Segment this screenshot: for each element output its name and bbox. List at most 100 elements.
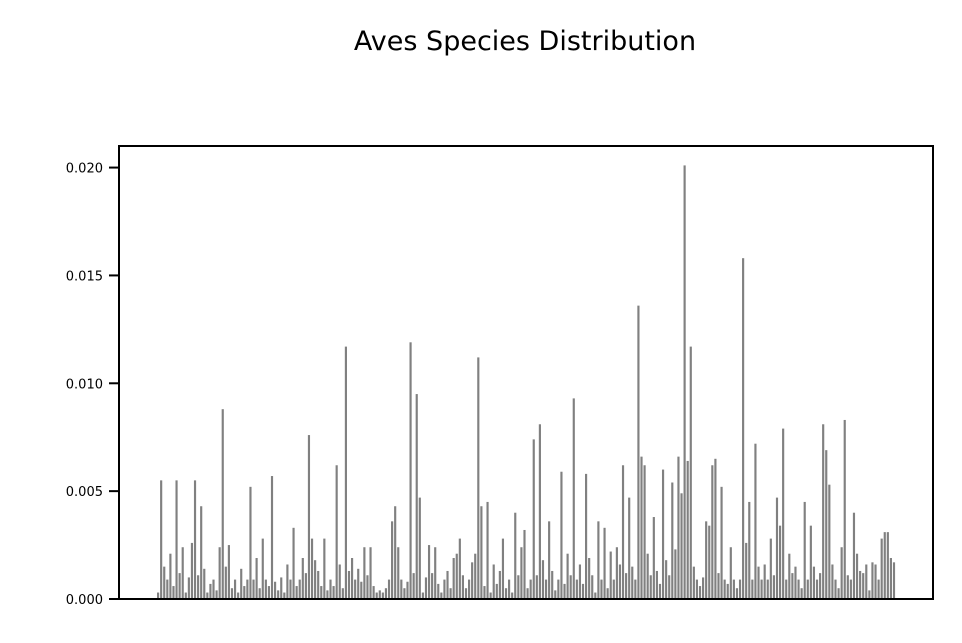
bar — [732, 579, 735, 599]
bar — [372, 586, 375, 599]
bar — [868, 590, 871, 599]
bar — [298, 579, 301, 599]
bar — [840, 547, 843, 599]
bar — [431, 573, 434, 599]
bar — [563, 583, 566, 599]
bar — [778, 525, 782, 599]
bar — [705, 521, 708, 599]
bar — [612, 579, 615, 599]
bar — [523, 529, 526, 599]
bar — [446, 570, 449, 599]
bar — [671, 482, 674, 599]
y-tick-label: 0.010 — [66, 377, 103, 392]
bar — [855, 553, 859, 599]
bar — [874, 564, 877, 599]
bar — [280, 577, 283, 599]
bar — [677, 456, 680, 599]
bar — [394, 506, 397, 599]
bar — [578, 564, 582, 599]
bar — [169, 553, 172, 599]
bar — [384, 588, 388, 599]
bar — [289, 579, 292, 599]
y-tick-label: 0.015 — [66, 269, 103, 284]
bar — [255, 558, 258, 599]
bar — [692, 566, 695, 599]
bar — [572, 398, 575, 599]
bar — [852, 512, 856, 599]
bar — [471, 562, 474, 599]
bar — [815, 579, 819, 599]
bar — [477, 357, 480, 599]
bar — [421, 592, 424, 599]
bar — [443, 579, 446, 599]
bar — [301, 558, 304, 599]
bar — [286, 564, 289, 599]
bar — [532, 439, 535, 599]
bar — [175, 480, 178, 599]
bar — [698, 586, 702, 599]
bar — [834, 579, 837, 599]
bar — [197, 575, 200, 599]
bar — [261, 538, 264, 599]
bar — [529, 579, 532, 599]
bar — [233, 579, 237, 599]
bar — [166, 579, 169, 599]
bar — [618, 564, 622, 599]
bar — [634, 579, 637, 599]
bar — [865, 564, 868, 599]
bar — [369, 547, 372, 599]
bar — [714, 458, 717, 599]
bar — [757, 566, 760, 599]
bar — [264, 579, 267, 599]
bar — [317, 570, 320, 599]
bar — [344, 346, 347, 599]
bar — [683, 165, 686, 599]
bar — [782, 428, 785, 599]
bar — [603, 527, 606, 599]
bar — [449, 588, 452, 599]
bar — [378, 590, 381, 599]
bar — [360, 581, 363, 599]
bar — [625, 573, 628, 599]
y-tick-label: 0.000 — [66, 593, 103, 608]
bar — [209, 583, 212, 599]
bar — [788, 553, 791, 599]
bar — [544, 579, 548, 599]
bar — [468, 579, 471, 599]
bar — [686, 460, 689, 599]
bar — [320, 586, 323, 599]
bar — [252, 579, 255, 599]
y-tick-label: 0.005 — [66, 485, 103, 500]
bar — [218, 547, 221, 599]
bar — [560, 471, 563, 599]
bar — [708, 525, 711, 599]
bar — [883, 532, 886, 599]
bar — [557, 579, 560, 599]
bar — [489, 592, 492, 599]
bar — [822, 424, 825, 599]
bar — [628, 497, 631, 599]
bar — [464, 588, 468, 599]
bar — [754, 443, 757, 599]
bar — [437, 583, 440, 599]
bar — [381, 592, 384, 599]
bar — [230, 588, 234, 599]
bar — [526, 588, 529, 599]
bar — [397, 547, 400, 599]
bar — [335, 465, 338, 599]
y-axis: 0.000 0.005 0.010 0.015 0.020 — [66, 162, 119, 608]
bar — [274, 581, 277, 599]
bar — [812, 566, 816, 599]
bar — [702, 577, 705, 599]
bar — [748, 501, 751, 599]
bar — [249, 486, 252, 599]
bar — [357, 568, 360, 599]
bar — [871, 562, 874, 599]
bar — [760, 579, 763, 599]
bar — [828, 484, 831, 599]
bar — [458, 538, 461, 599]
bar — [726, 583, 729, 599]
bar — [206, 592, 209, 599]
bar — [310, 538, 314, 599]
bar — [418, 497, 421, 599]
